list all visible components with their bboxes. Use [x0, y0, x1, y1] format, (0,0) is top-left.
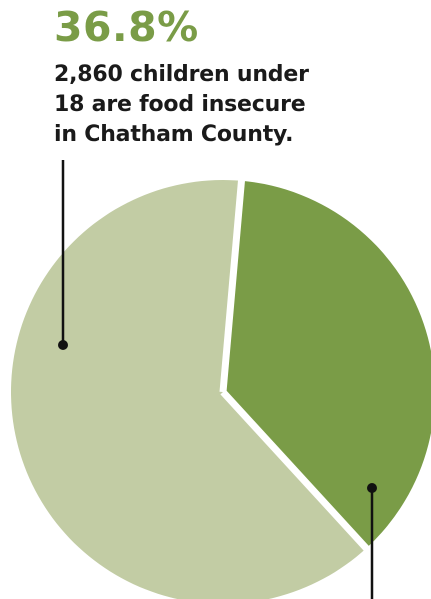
stat-percent: 36.8% [54, 3, 199, 51]
slice-divider-2 [220, 389, 372, 554]
caption-line-1: 2,860 children under [54, 62, 309, 87]
caption-line-3: in Chatham County. [54, 122, 294, 147]
leader-dot-light [367, 483, 377, 493]
leader-dot-green [58, 340, 68, 350]
slice-divider-1 [219, 176, 246, 393]
caption-line-2: 18 are food insecure [54, 92, 306, 117]
pie-slice-1 [223, 180, 431, 549]
stat-caption: 2,860 children under 18 are food insecur… [54, 60, 354, 150]
pie-slice-2 [11, 180, 367, 599]
